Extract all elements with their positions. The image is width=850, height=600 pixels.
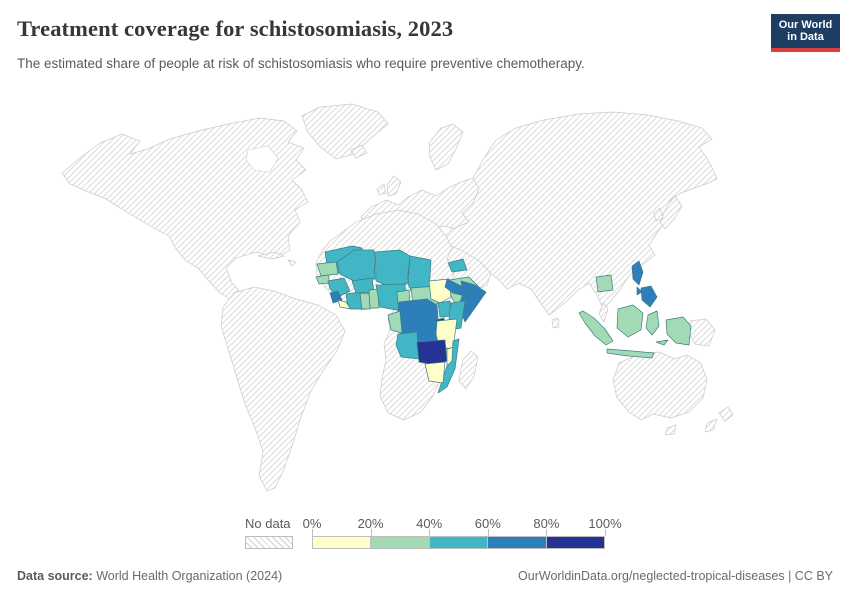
owid-logo[interactable]: Our World in Data: [771, 14, 840, 52]
country-cambodia[interactable]: [595, 274, 614, 293]
legend-tick-60: 60%: [474, 516, 501, 531]
data-source-value: World Health Organization (2024): [92, 569, 283, 583]
legend-no-data-swatch[interactable]: [245, 536, 293, 549]
legend-tick-20: 20%: [357, 516, 384, 531]
landmass-ireland: [376, 183, 387, 196]
legend-color-bar: [312, 536, 606, 549]
legend-tick-labels: 0% 20% 40% 60% 80% 100%: [303, 516, 622, 531]
landmass-papua-new-guinea: [687, 318, 716, 347]
landmass-south-america: [220, 286, 346, 492]
country-indonesia[interactable]: [578, 304, 692, 359]
legend-tick-0: 0%: [302, 516, 322, 531]
landmass-new-zealand-south: [704, 418, 718, 433]
country-philippines[interactable]: [631, 260, 658, 308]
data-source-label: Data source:: [17, 569, 93, 583]
country-guinea-bissau[interactable]: [315, 274, 331, 285]
landmass-cuba: [257, 251, 286, 260]
world-map: [0, 95, 850, 510]
landmass-madagascar: [458, 350, 479, 390]
country-zimbabwe[interactable]: [424, 361, 446, 384]
legend-bin-40-60[interactable]: [428, 536, 489, 549]
legend-bin-20-40[interactable]: [370, 536, 430, 549]
page-title: Treatment coverage for schistosomiasis, …: [17, 16, 454, 41]
page-subtitle: The estimated share of people at risk of…: [17, 56, 585, 71]
landmass-scandinavia: [428, 123, 464, 171]
landmass-tasmania: [664, 424, 677, 436]
legend-tick-marks: [312, 529, 606, 536]
landmass-korea: [653, 207, 664, 222]
landmass-north-america: [61, 117, 309, 311]
country-yemen[interactable]: [444, 278, 475, 298]
legend-tick-40: 40%: [416, 516, 443, 531]
legend-bin-0-20[interactable]: [312, 536, 372, 549]
legend-tick-80: 80%: [533, 516, 560, 531]
owid-logo-text: Our World in Data: [778, 18, 833, 44]
landmass-australia: [612, 351, 708, 421]
country-gabon-congo[interactable]: [387, 310, 403, 334]
landmass-iceland: [350, 144, 368, 159]
country-zambia[interactable]: [416, 339, 448, 366]
legend-no-data-label: No data: [245, 516, 291, 531]
data-source-note: Data source: World Health Organization (…: [17, 569, 282, 583]
world-map-svg: [61, 103, 734, 492]
country-ghana[interactable]: [359, 292, 371, 310]
landmass-new-zealand-north: [718, 406, 734, 422]
country-eritrea[interactable]: [447, 258, 468, 273]
landmass-greenland: [301, 103, 389, 160]
country-togo-benin[interactable]: [368, 288, 380, 309]
country-angola[interactable]: [395, 331, 420, 360]
landmass-sri-lanka: [551, 317, 560, 329]
landmass-malay-peninsula: [598, 302, 609, 323]
landmass-britain: [386, 175, 402, 197]
landmass-hispaniola: [287, 259, 297, 267]
country-senegal[interactable]: [316, 261, 339, 277]
country-niger[interactable]: [374, 249, 411, 287]
legend-bin-80-100[interactable]: [545, 536, 606, 549]
legend-tick-100: 100%: [588, 516, 622, 531]
country-mali[interactable]: [336, 249, 376, 282]
legend-bin-60-80[interactable]: [487, 536, 547, 549]
owid-url-license[interactable]: OurWorldinData.org/neglected-tropical-di…: [518, 569, 833, 583]
hudson-bay: [245, 145, 279, 173]
landmass-japan: [659, 195, 683, 230]
